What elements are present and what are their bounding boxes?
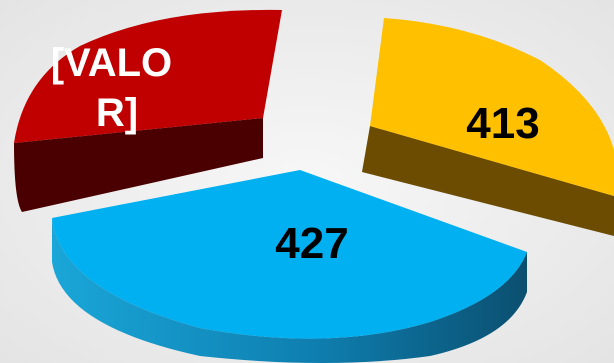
slice-blue-top [52,170,527,339]
slice-red-side [14,118,263,212]
slice-yellow-side [362,126,614,236]
slice-group-yellow [362,18,614,236]
data-label-blue: 427 [275,219,348,268]
slice-blue-side [52,218,527,363]
slice-group-red [14,9,282,212]
slice-red-top [14,9,282,144]
slice-yellow-top [370,18,614,196]
data-label-yellow: 413 [466,99,539,148]
slice-group-blue [52,170,527,363]
data-label-red-line-2: R] [96,91,138,135]
data-label-red: [VALO R] [51,41,184,135]
data-label-red-line-1: [VALO [51,41,172,85]
